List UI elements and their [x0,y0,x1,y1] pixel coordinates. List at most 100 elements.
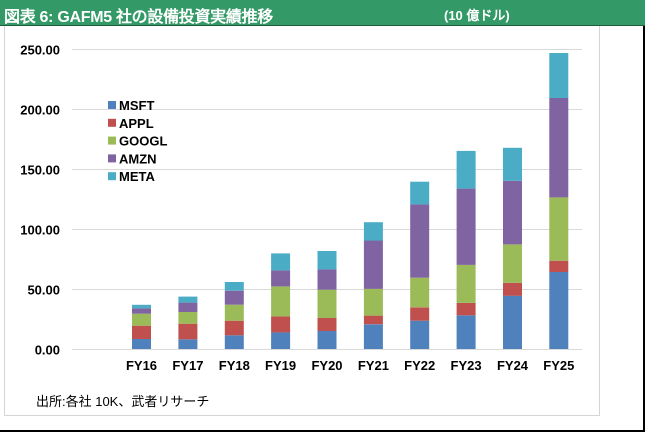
bar-segment-meta [363,222,383,241]
legend-item-amzn: AMZN [108,151,157,166]
bar-segment-meta [132,304,151,309]
bar-segment-googl [456,264,476,303]
bar-segment-appl [224,320,244,336]
legend-swatch [108,101,116,109]
y-tick-label: 150.00 [20,163,60,178]
x-tick-label: FY16 [126,358,157,373]
bar-segment-meta [503,147,522,181]
bar-stack-fy16 [132,304,151,349]
bar-segment-googl [410,277,430,308]
y-axis: 0.00 50.00 100.00 150.00 200.00 250.00 [20,43,60,358]
bar-segment-appl [549,260,569,272]
bar-segment-googl [271,286,291,317]
x-axis: FY16 FY17 FY18 FY19 FY20 FY21 FY22 FY23 FY24 FY25 [126,358,574,373]
bar-segment-msft [224,335,244,349]
x-tick-label: FY19 [265,358,296,373]
bar-stack-fy21 [363,222,383,349]
x-tick-label: FY21 [358,358,389,373]
legend-item-msft: MSFT [108,98,154,113]
bar-segment-appl [178,323,198,340]
bars [132,53,569,349]
bar-segment-amzn [456,188,476,265]
legend-label: AMZN [119,151,157,166]
bar-segment-amzn [178,302,198,312]
figure-header: 図表 6: GAFM5 社の設備投資実績推移 (10 億ドル) [0,0,645,26]
legend-item-googl: GOOGL [108,134,167,149]
legend-label: GOOGL [119,134,167,149]
legend-label: APPL [119,116,154,131]
y-tick-label: 250.00 [20,43,60,58]
y-tick-label: 0.00 [35,343,60,358]
legend-swatch [108,154,116,163]
bar-segment-msft [178,339,198,349]
source-note: 出所:各社 10K、武者リサーチ [36,394,210,409]
bar-segment-amzn [132,308,151,314]
bar-segment-googl [178,311,198,324]
bar-segment-appl [317,318,337,331]
x-tick-label: FY20 [311,358,342,373]
bar-segment-amzn [363,240,383,289]
x-tick-label: FY24 [497,358,529,373]
bar-segment-meta [549,53,569,98]
bar-segment-googl [317,289,337,318]
bar-segment-amzn [317,269,337,290]
legend-label: MSFT [119,98,154,113]
bar-segment-msft [410,320,430,349]
bar-stack-fy23 [456,150,476,349]
chart-panel [4,26,600,416]
bar-segment-amzn [549,98,569,198]
bar-segment-appl [132,325,151,339]
bar-stack-fy24 [503,147,522,349]
bar-segment-appl [503,282,522,296]
y-tick-label: 50.00 [27,283,60,298]
bar-stack-fy22 [410,181,430,349]
x-tick-label: FY18 [219,358,250,373]
bar-stack-fy19 [271,253,291,349]
bar-segment-googl [224,304,244,321]
bar-segment-amzn [224,290,244,305]
x-tick-label: FY23 [451,358,482,373]
bar-segment-meta [224,282,244,291]
bar-segment-appl [410,307,430,321]
bar-segment-meta [410,181,430,205]
legend-item-meta: META [108,169,155,184]
x-tick-label: FY17 [172,358,203,373]
bar-stack-fy25 [549,53,569,349]
bar-segment-googl [549,197,569,261]
bar-segment-msft [363,324,383,349]
bar-stack-fy18 [224,282,244,349]
bar-segment-msft [503,295,522,349]
bar-segment-appl [271,316,291,333]
legend-label: META [119,169,155,184]
legend: MSFT APPL GOOGL AMZN META [108,98,167,184]
bar-segment-msft [271,332,291,349]
bar-segment-msft [317,331,337,349]
bar-segment-appl [456,302,476,316]
bar-segment-amzn [503,180,522,245]
bar-segment-meta [317,251,337,270]
bar-segment-msft [456,315,476,349]
figure-frame [0,0,645,432]
bar-stack-fy20 [317,251,337,349]
figure-title: 図表 6: GAFM5 社の設備投資実績推移 [4,9,273,26]
legend-swatch [108,172,116,181]
bar-segment-meta [271,253,291,271]
bar-segment-googl [132,313,151,326]
bar-segment-meta [178,296,198,303]
unit-label: (10 億ドル) [444,8,510,23]
bar-segment-meta [456,150,476,189]
bar-segment-googl [503,244,522,283]
bar-stack-fy17 [178,296,198,349]
x-tick-label: FY22 [404,358,435,373]
bar-segment-msft [549,272,569,349]
legend-swatch [108,136,116,145]
legend-swatch [108,118,116,127]
bar-segment-amzn [410,204,430,278]
bar-segment-amzn [271,270,291,287]
y-tick-label: 100.00 [20,223,60,238]
bar-segment-appl [363,315,383,325]
y-tick-label: 200.00 [20,103,60,118]
x-tick-label: FY25 [543,358,574,373]
bar-segment-googl [363,288,383,316]
